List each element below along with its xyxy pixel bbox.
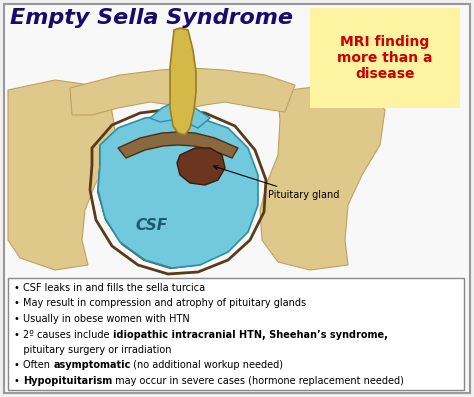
Text: may occur in severe cases (hormone replacement needed): may occur in severe cases (hormone repla… [112,376,404,386]
Text: • Often: • Often [14,360,53,370]
Text: asymptomatic: asymptomatic [53,360,130,370]
Polygon shape [118,132,238,158]
Polygon shape [170,28,196,135]
FancyBboxPatch shape [8,278,464,390]
Text: pituitary surgery or irradiation: pituitary surgery or irradiation [14,345,172,355]
Polygon shape [98,115,258,268]
Polygon shape [150,103,210,128]
Text: Pituitary gland: Pituitary gland [214,166,339,200]
Text: Hypopituitarism: Hypopituitarism [23,376,112,386]
Polygon shape [177,148,225,185]
Polygon shape [70,68,295,115]
Text: • Usually in obese women with HTN: • Usually in obese women with HTN [14,314,190,324]
FancyBboxPatch shape [4,4,470,393]
Text: (no additional workup needed): (no additional workup needed) [130,360,283,370]
Text: CSF: CSF [136,218,168,233]
Text: • May result in compression and atrophy of pituitary glands: • May result in compression and atrophy … [14,299,306,308]
Polygon shape [8,80,115,270]
Text: •: • [14,376,23,386]
FancyBboxPatch shape [310,8,460,108]
Text: MRI finding
more than a
disease: MRI finding more than a disease [337,35,433,81]
Text: • 2º causes include: • 2º causes include [14,330,113,339]
Text: Empty Sella Syndrome: Empty Sella Syndrome [10,8,293,28]
Polygon shape [260,85,385,270]
Text: • CSF leaks in and fills the sella turcica: • CSF leaks in and fills the sella turci… [14,283,205,293]
Text: idiopathic intracranial HTN, Sheehan’s syndrome,: idiopathic intracranial HTN, Sheehan’s s… [113,330,388,339]
